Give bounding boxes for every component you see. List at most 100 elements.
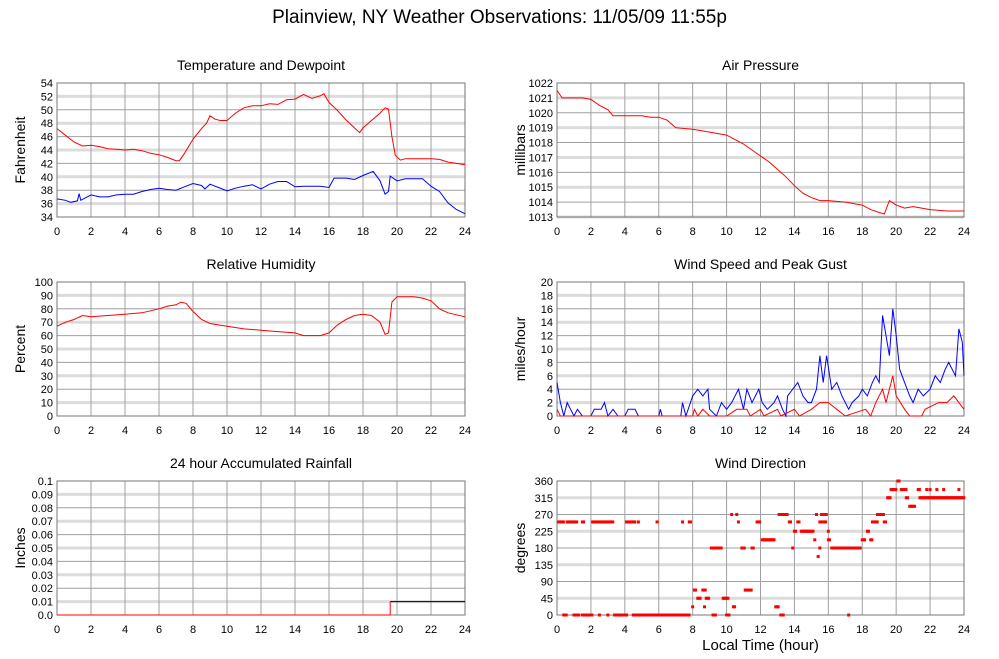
x-tick-label: 14 <box>289 226 301 238</box>
y-tick-label: 44 <box>41 145 53 157</box>
x-tick-label: 4 <box>622 425 628 437</box>
x-tick-label: 22 <box>425 226 437 238</box>
x-tick-label: 2 <box>588 624 594 636</box>
series-line-rainfall <box>57 601 391 616</box>
wind-direction-point <box>712 546 716 550</box>
y-tick-label: 38 <box>41 185 53 197</box>
y-tick-label: 50 <box>41 344 53 356</box>
x-tick-label: 16 <box>822 226 834 238</box>
wind-direction-point <box>730 513 734 516</box>
wind-direction-point <box>858 546 862 550</box>
y-tick-label: 20 <box>541 277 553 289</box>
chart-title: Wind Speed and Peak Gust <box>674 256 847 272</box>
y-tick-label: 48 <box>41 118 53 130</box>
y-tick-label: 90 <box>41 290 53 302</box>
wind-direction-point <box>688 520 692 524</box>
x-tick-label: 20 <box>890 624 902 636</box>
x-tick-label: 20 <box>890 425 902 437</box>
chart-2: 1013101410151016101710181019102010211022… <box>512 57 970 238</box>
y-axis-label: degrees <box>512 523 528 574</box>
wind-direction-point <box>687 613 691 617</box>
y-tick-label: 60 <box>41 331 53 343</box>
x-tick-label: 6 <box>156 624 162 636</box>
y-tick-label: 10 <box>41 398 53 410</box>
y-tick-label: 12 <box>541 331 553 343</box>
wind-direction-point <box>816 555 820 559</box>
y-tick-label: 0.1 <box>38 476 53 488</box>
y-tick-label: 1016 <box>529 167 553 179</box>
wind-direction-point <box>772 538 776 542</box>
y-tick-label: 0.06 <box>32 530 53 542</box>
y-tick-label: 0.09 <box>32 489 53 501</box>
y-tick-label: 1019 <box>529 123 553 135</box>
wind-direction-point <box>577 613 581 617</box>
wind-direction-point <box>888 496 892 500</box>
wind-direction-point <box>776 605 780 609</box>
x-tick-label: 8 <box>190 226 196 238</box>
wind-direction-point <box>719 546 723 550</box>
x-tick-label: 0 <box>54 624 60 636</box>
y-tick-label: 0 <box>47 411 53 423</box>
x-tick-label: 2 <box>588 226 594 238</box>
x-tick-label: 10 <box>221 226 233 238</box>
x-tick-label: 14 <box>289 425 301 437</box>
wind-direction-point <box>757 520 761 524</box>
x-tick-label: 14 <box>289 624 301 636</box>
y-tick-label: 0.0 <box>38 610 53 622</box>
wind-direction-point <box>735 513 739 516</box>
wind-direction-point <box>625 613 629 617</box>
chart-title: Temperature and Dewpoint <box>177 57 345 73</box>
wind-direction-point <box>742 546 746 550</box>
wind-direction-point <box>811 529 815 533</box>
wind-direction-point <box>819 520 823 524</box>
wind-direction-point <box>957 488 961 492</box>
y-tick-label: 1014 <box>529 197 553 209</box>
x-tick-label: 18 <box>357 425 369 437</box>
y-tick-label: 315 <box>535 493 553 505</box>
y-tick-label: 0.02 <box>32 583 53 595</box>
y-tick-label: 0.03 <box>32 570 53 582</box>
x-tick-label: 22 <box>425 624 437 636</box>
x-tick-label: 0 <box>554 425 560 437</box>
x-tick-label: 14 <box>788 624 800 636</box>
y-tick-label: 40 <box>41 357 53 369</box>
x-tick-label: 24 <box>958 226 970 238</box>
x-tick-label: 0 <box>54 425 60 437</box>
y-tick-label: 40 <box>41 172 53 184</box>
chart-title: Relative Humidity <box>207 256 316 272</box>
wind-direction-point <box>582 520 586 524</box>
x-tick-label: 2 <box>88 226 94 238</box>
plot-frame <box>56 82 466 218</box>
wind-direction-point <box>935 488 939 492</box>
y-tick-label: 360 <box>535 476 553 488</box>
y-axis-label: Percent <box>12 325 28 373</box>
wind-direction-point <box>824 513 828 516</box>
y-tick-label: 34 <box>41 212 53 224</box>
wind-direction-point <box>813 538 817 542</box>
x-tick-label: 4 <box>622 624 628 636</box>
x-tick-label: 12 <box>754 624 766 636</box>
wind-direction-point <box>785 513 789 516</box>
wind-direction-point <box>828 538 832 542</box>
x-tick-label: 24 <box>459 226 471 238</box>
wind-direction-point <box>727 613 731 617</box>
y-tick-label: 1022 <box>529 78 553 90</box>
wind-direction-point <box>751 546 755 550</box>
wind-direction-point <box>962 496 966 500</box>
x-tick-label: 0 <box>554 226 560 238</box>
x-tick-label: 18 <box>357 624 369 636</box>
y-axis-label: Fahrenheit <box>12 116 28 183</box>
x-tick-label: 14 <box>788 425 800 437</box>
wind-direction-point <box>789 520 793 524</box>
wind-direction-point <box>782 513 786 516</box>
wind-direction-point <box>597 613 601 617</box>
wind-direction-point <box>881 513 885 516</box>
y-tick-label: 225 <box>535 526 553 538</box>
wind-direction-point <box>713 613 717 617</box>
x-tick-label: 12 <box>255 425 267 437</box>
y-tick-label: 0.08 <box>32 503 53 515</box>
x-tick-label: 24 <box>958 624 970 636</box>
y-tick-label: 0.05 <box>32 543 53 555</box>
y-tick-label: 1021 <box>529 93 553 105</box>
